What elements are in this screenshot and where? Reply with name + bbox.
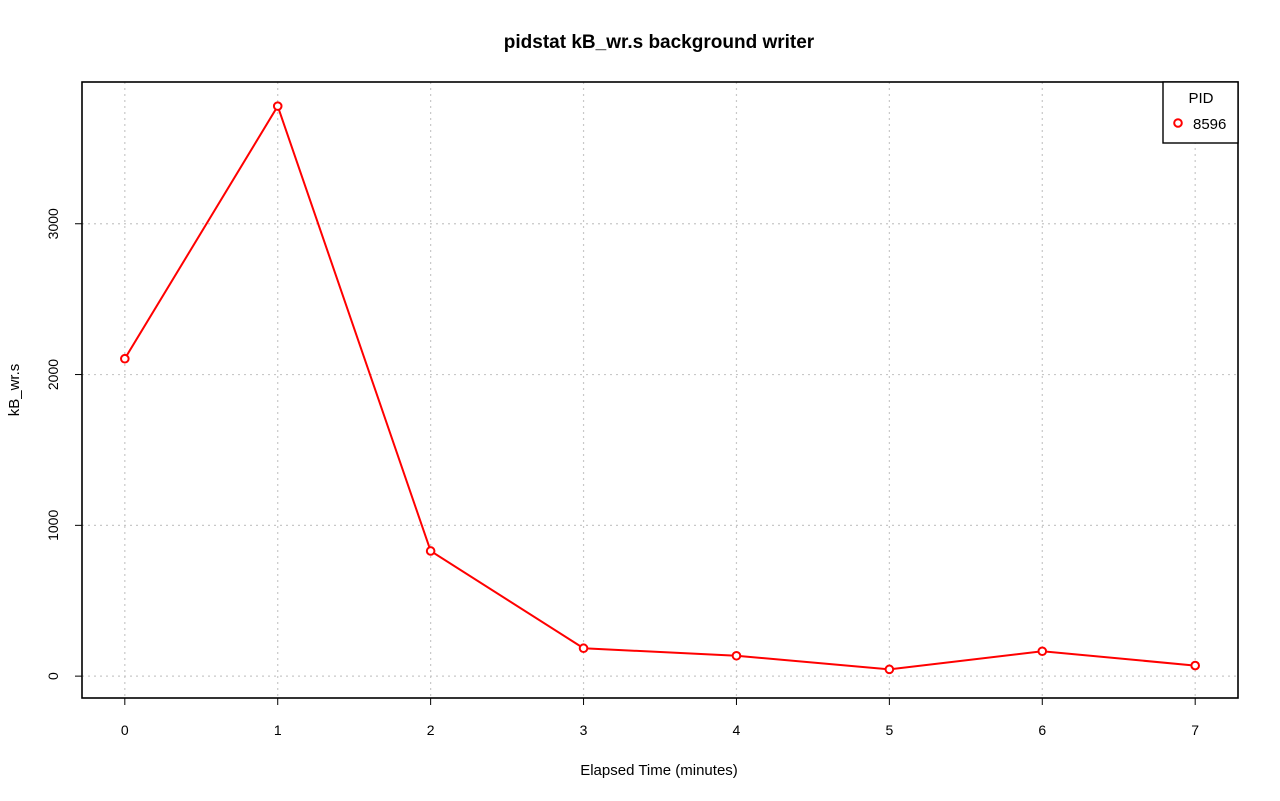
data-point	[272, 101, 283, 111]
axes: 0 1 2 3 4 5 6 7 0 1000 2000 3000	[45, 208, 1199, 738]
x-tick-label: 7	[1191, 722, 1199, 738]
x-tick-label: 6	[1038, 722, 1046, 738]
x-tick-label: 2	[427, 722, 435, 738]
data-point	[1037, 646, 1048, 657]
y-tick-label: 0	[45, 672, 61, 680]
y-axis-label: kB_wr.s	[6, 364, 23, 417]
x-tick-label: 4	[733, 722, 741, 738]
data-point	[731, 650, 742, 661]
chart-title: pidstat kB_wr.s background writer	[504, 32, 815, 53]
data-point	[1190, 660, 1200, 671]
data-point	[884, 664, 895, 675]
x-tick-label: 5	[885, 722, 893, 738]
x-tick-label: 0	[121, 722, 129, 738]
data-point	[120, 353, 130, 364]
legend-title: PID	[1188, 90, 1213, 107]
x-axis-label: Elapsed Time (minutes)	[580, 762, 738, 779]
y-tick-label: 2000	[45, 359, 61, 390]
y-tick-label: 3000	[45, 208, 61, 239]
series-layer	[120, 101, 1200, 675]
x-tick-label: 3	[580, 722, 588, 738]
data-point	[425, 546, 436, 556]
legend-box	[1162, 81, 1239, 144]
legend-marker	[1173, 118, 1183, 128]
legend-entry-label: 8596	[1193, 116, 1226, 133]
data-point	[578, 643, 589, 654]
plot-frame	[81, 81, 1239, 699]
series-line	[123, 103, 1196, 671]
y-tick-label: 1000	[45, 510, 61, 541]
x-tick-label: 1	[274, 722, 282, 738]
legend: PID 8596	[1162, 81, 1239, 144]
grid	[82, 82, 1238, 698]
